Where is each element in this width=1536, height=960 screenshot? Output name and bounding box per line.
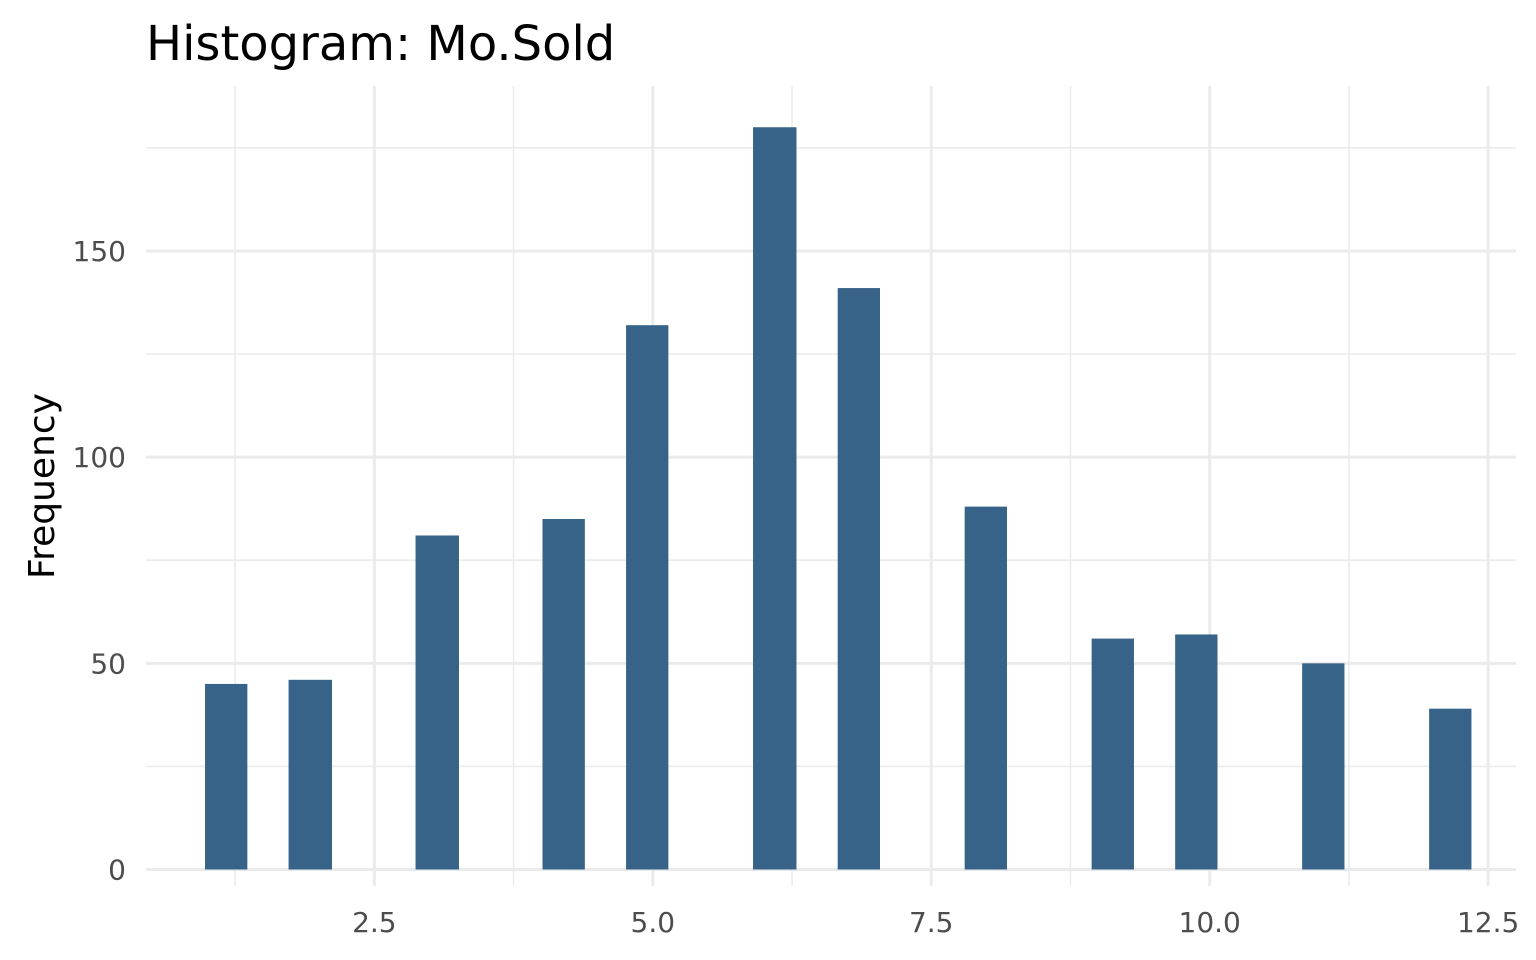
x-tick-label: 5.0 bbox=[631, 906, 676, 939]
y-tick-label: 100 bbox=[73, 441, 126, 474]
y-axis-title: Frequency bbox=[22, 393, 63, 579]
y-tick-label: 50 bbox=[90, 647, 126, 680]
x-tick-label: 7.5 bbox=[909, 906, 954, 939]
tick-labels: 2.5 5.0 7.5 10.0 12.5 0 50 100 150 bbox=[73, 235, 1520, 939]
histogram-bar bbox=[542, 518, 585, 870]
histogram-bar bbox=[415, 535, 459, 870]
histogram-bar bbox=[1091, 638, 1134, 870]
histogram-bar bbox=[1302, 663, 1345, 870]
histogram-bar bbox=[288, 679, 333, 870]
histogram-bar bbox=[626, 325, 669, 870]
y-tick-label: 0 bbox=[108, 854, 126, 887]
x-tick-label: 12.5 bbox=[1457, 906, 1519, 939]
histogram-bar bbox=[205, 683, 248, 870]
x-tick-label: 2.5 bbox=[352, 906, 397, 939]
histogram-bar bbox=[964, 506, 1007, 870]
y-tick-label: 150 bbox=[73, 235, 126, 268]
histogram-bar bbox=[1175, 634, 1218, 870]
histogram-bar bbox=[1429, 708, 1472, 870]
histogram-bar bbox=[837, 288, 881, 870]
histogram-bars bbox=[205, 127, 1472, 870]
chart-title: Histogram: Mo.Sold bbox=[146, 16, 615, 72]
histogram-bar bbox=[753, 127, 797, 870]
x-tick-label: 10.0 bbox=[1179, 906, 1241, 939]
